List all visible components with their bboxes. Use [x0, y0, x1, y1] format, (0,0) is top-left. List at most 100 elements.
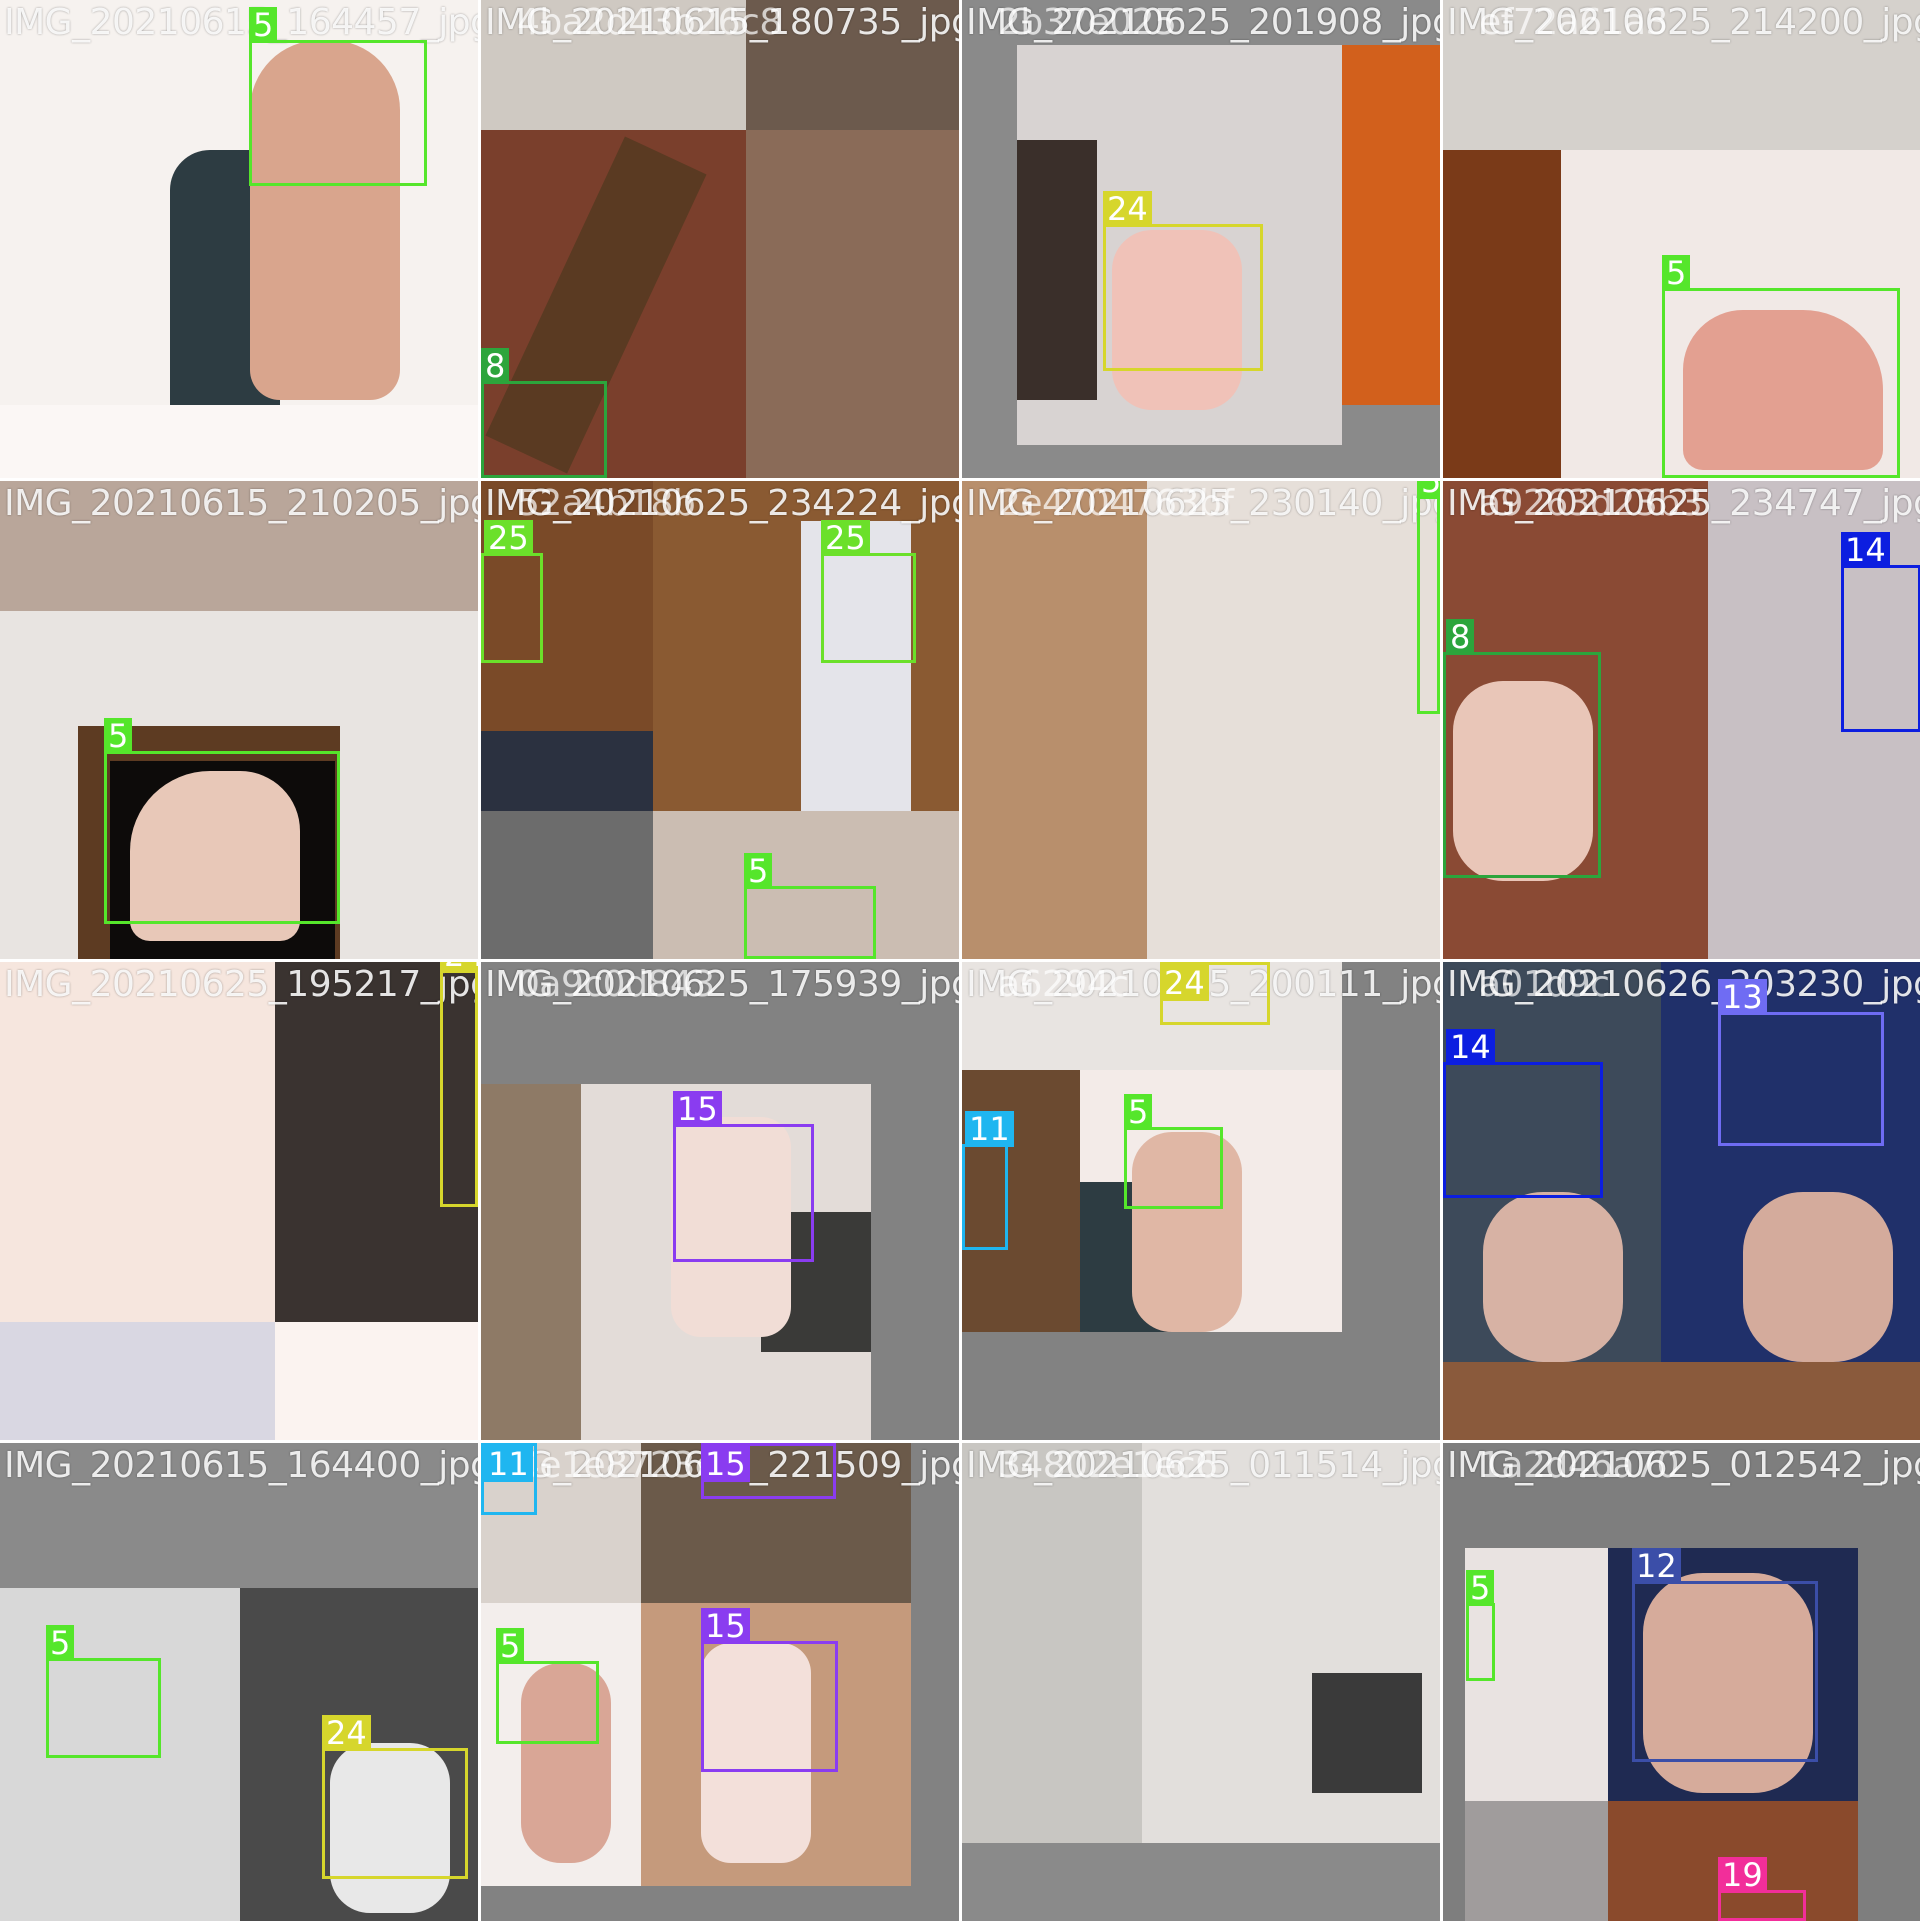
photo-kitchen	[275, 962, 478, 1322]
photo-hand	[130, 771, 300, 941]
class-label: 15	[673, 1091, 722, 1127]
bounding-box: 14	[1841, 532, 1920, 732]
photo-arm	[250, 40, 400, 400]
class-label: 8	[1446, 619, 1475, 655]
class-label: 5	[1124, 1094, 1153, 1130]
tile-11: IMG_20210625_200111_jpg a6294c 24 11 5	[962, 962, 1440, 1440]
class-label: 24	[440, 962, 478, 973]
bounding-box: 5	[1466, 1570, 1495, 1681]
class-label: 8	[481, 348, 510, 384]
class-label: 5	[249, 7, 278, 43]
overlapping-filename: 0a9c0d843	[517, 964, 715, 1005]
overlapping-filename: a9263d23b3	[1479, 483, 1703, 524]
tile-8: IMG_20210625_234747_jpg a9263d23b3 8 14	[1443, 481, 1920, 959]
image-filename: IMG_20210625_011514_jpg	[966, 1445, 1440, 1486]
image-filename: IMG_20210625_175939_jpg	[485, 964, 959, 1005]
photo-wall	[1443, 0, 1920, 150]
tile-7: IMG_20210625_230140_jpg 2e4704763bf 5	[962, 481, 1440, 959]
bounding-box: 5	[496, 1628, 599, 1744]
tile-12: IMG_20210626_203230_jpg a01d9c 14 13	[1443, 962, 1920, 1440]
bounding-box: 5	[249, 7, 427, 186]
bounding-box: 12	[1632, 1548, 1818, 1762]
photo-ceiling	[962, 1443, 1142, 1843]
photo-wall	[1147, 481, 1440, 959]
bounding-box: 24	[1160, 962, 1270, 1025]
class-label: 25	[484, 520, 533, 556]
bounding-box: 5	[1417, 481, 1440, 714]
class-label: 11	[484, 1446, 533, 1482]
bounding-box: 14	[1443, 1029, 1603, 1198]
photo-arm	[1483, 1192, 1623, 1362]
photo-floor	[0, 405, 478, 478]
class-label: 11	[965, 1111, 1014, 1147]
image-filename: IMG_20210625_230140_jpg	[966, 483, 1440, 524]
bounding-box: 5	[744, 853, 876, 959]
tile-10: IMG_20210625_175939_jpg 0a9c0d843 15	[481, 962, 959, 1440]
photo-orange-door	[1342, 45, 1440, 405]
image-filename: IMG_20210615_210205_jpg	[4, 483, 478, 524]
photo-jeans	[481, 731, 653, 811]
tile-1: IMG_20210615_164457_jpg 5	[0, 0, 478, 478]
photo-wall	[0, 962, 275, 1322]
tile-3: IMG_20210625_201908_jpg 2b37e025 24	[962, 0, 1440, 478]
class-label: 5	[1662, 255, 1691, 291]
bounding-box: 24	[440, 962, 478, 1207]
tile-4: IMG_20210625_214200_jpg ef72a61a3 5	[1443, 0, 1920, 478]
photo-rug-fringe	[746, 0, 959, 130]
tile-14: IMG_20210625_221509_jpg 4e1e8723e8 11 15…	[481, 1443, 959, 1921]
bounding-box: 25	[821, 520, 916, 663]
image-filename: IMG_20210615_164400_jpg	[4, 1445, 478, 1486]
bounding-box: 5	[1662, 255, 1900, 478]
class-label: 5	[1417, 481, 1440, 499]
photo-white-door	[801, 521, 911, 811]
bounding-box: 19	[1718, 1857, 1806, 1921]
class-label: 5	[496, 1628, 525, 1664]
photo-hand	[1112, 230, 1242, 410]
image-filename: IMG_20210625_214200_jpg	[1447, 2, 1920, 43]
photo-arm-gray	[0, 1443, 478, 1588]
photo-arm	[1132, 1132, 1242, 1332]
photo-cabinet	[1017, 140, 1097, 400]
class-label: 5	[744, 853, 773, 889]
image-filename: IMG_20210615_180735_jpg	[485, 2, 959, 43]
image-filename: IMG_20210625_195217_jpg	[4, 964, 478, 1005]
image-filename: IMG_20210625_012542_jpg	[1447, 1445, 1920, 1486]
photo-floor	[1465, 1801, 1630, 1921]
overlapping-filename: 34802e1ec6	[998, 1445, 1218, 1486]
bounding-box: 5	[1124, 1094, 1223, 1209]
overlapping-filename: 2b37e025	[998, 2, 1177, 43]
photo-rug-pattern	[746, 130, 959, 478]
photo-hand	[1643, 1573, 1813, 1793]
class-label: 19	[1718, 1857, 1767, 1893]
overlapping-filename: 1a2d46a70	[1479, 1445, 1679, 1486]
tile-15: IMG_20210625_011514_jpg 34802e1ec6	[962, 1443, 1440, 1921]
tile-2: IMG_20210615_180735_jpg 4ba2d43b26c8 8	[481, 0, 959, 478]
class-label: 5	[1466, 1570, 1495, 1606]
photo-table	[641, 1443, 911, 1603]
photo-door	[481, 1084, 581, 1440]
photo-wood-floor	[962, 481, 1147, 959]
class-label: 12	[1632, 1548, 1681, 1584]
bounding-box: 24	[322, 1715, 468, 1879]
overlapping-filename: ef72a61a3	[1479, 2, 1668, 43]
photo-floor	[0, 1322, 275, 1440]
image-filename: IMG_20210625_234747_jpg	[1447, 483, 1920, 524]
tile-6: IMG_20210625_234224_jpg 52a4b18b 25 25 5	[481, 481, 959, 959]
bounding-box: 15	[701, 1443, 836, 1499]
photo-floor	[1443, 1362, 1920, 1440]
photo-laptop	[1312, 1673, 1422, 1793]
overlapping-filename: a6294c	[998, 964, 1129, 1005]
class-label: 13	[1718, 979, 1767, 1015]
bounding-box: 5	[46, 1625, 161, 1758]
photo-kitchen	[653, 811, 959, 959]
class-label: 25	[821, 520, 870, 556]
tile-13: IMG_20210615_164400_jpg 5 24	[0, 1443, 478, 1921]
photo-hand	[1453, 681, 1593, 881]
photo-arm-top	[0, 481, 478, 611]
bounding-box: 8	[481, 348, 607, 478]
tile-5: IMG_20210615_210205_jpg 5	[0, 481, 478, 959]
photo-door	[1443, 150, 1561, 478]
tile-16: IMG_20210625_012542_jpg 1a2d46a70 5 12 1…	[1443, 1443, 1920, 1921]
bounding-box: 24	[1103, 191, 1263, 371]
photo-floor-2	[275, 1322, 478, 1440]
